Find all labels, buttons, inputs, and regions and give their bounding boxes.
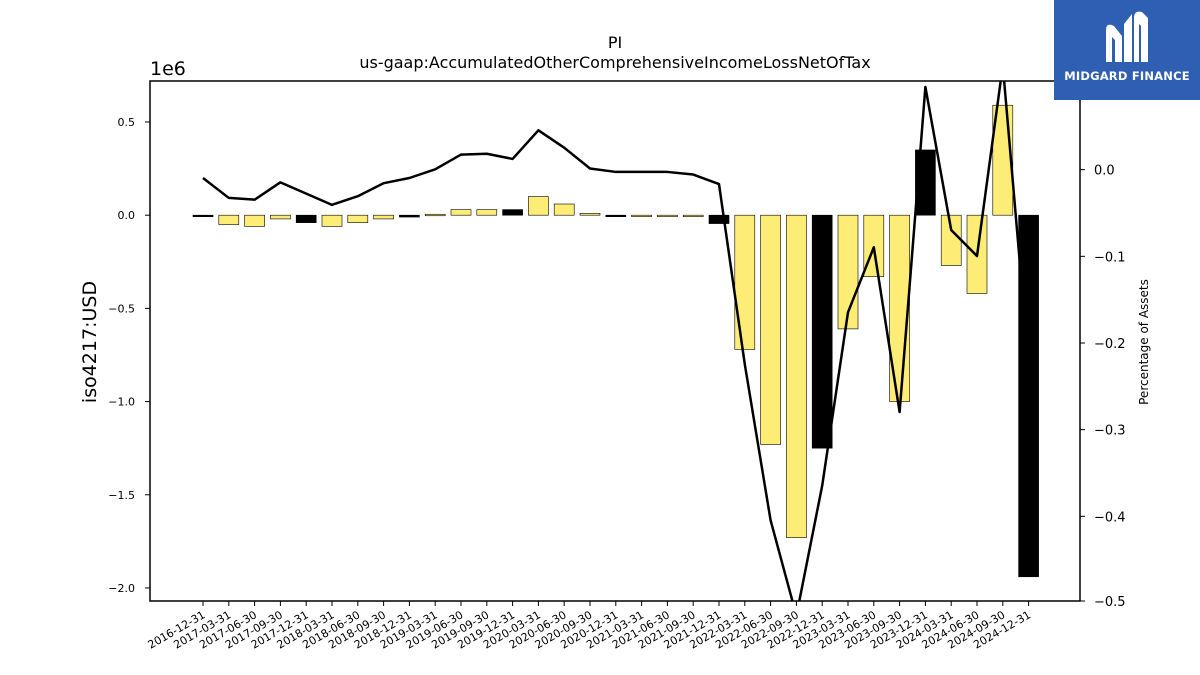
- bar: [553, 203, 575, 216]
- x-axis: 2016-12-312017-03-312017-06-302017-09-30…: [146, 601, 1033, 652]
- y2-axis: 0.10.0−0.1−0.2−0.3−0.4−0.5: [1080, 77, 1126, 610]
- midgard-finance-logo: MIDGARD FINANCE: [1054, 0, 1200, 100]
- bar: [218, 214, 240, 225]
- y2-tick-label: −0.2: [1094, 337, 1126, 352]
- bar: [631, 214, 652, 217]
- bar: [579, 213, 601, 216]
- plot-frame: [149, 80, 1081, 602]
- bar: [373, 214, 394, 220]
- bar: [321, 214, 343, 227]
- bar: [399, 214, 420, 218]
- y-tick-label: 0.0: [118, 209, 136, 222]
- y-axis: 0.5 0.0 −0.5 −1.0 −1.5 −2.0: [108, 116, 150, 595]
- y2-tick-label: 0.0: [1094, 164, 1115, 179]
- y-tick-label: −0.5: [108, 302, 135, 315]
- y2-axis-label: Percentage of Assets: [1137, 279, 1151, 405]
- bar: [940, 214, 962, 266]
- percentage-line-series: [202, 81, 1030, 601]
- bar: [605, 214, 627, 217]
- bar: [657, 214, 678, 217]
- y-tick-label: −1.0: [108, 396, 135, 409]
- logo-text: MIDGARD FINANCE: [1064, 69, 1190, 83]
- y2-tick-label: −0.4: [1094, 510, 1126, 525]
- bar-series: [192, 104, 1039, 578]
- midgard-m-logo-icon: [1106, 11, 1148, 63]
- bar: [295, 214, 317, 223]
- bar: [682, 214, 704, 217]
- y-tick-label: −2.0: [108, 582, 135, 595]
- y-tick-label: −1.5: [108, 489, 135, 502]
- y-tick-label: 0.5: [118, 116, 136, 129]
- y-offset-label: 1e6: [150, 58, 186, 80]
- bar: [915, 149, 936, 216]
- y2-tick-label: −0.1: [1094, 250, 1126, 265]
- bar: [244, 214, 265, 227]
- bar: [502, 209, 523, 216]
- bar: [708, 214, 730, 224]
- bar: [270, 214, 291, 220]
- bar: [476, 209, 498, 216]
- bar: [450, 209, 472, 216]
- y2-tick-label: −0.3: [1094, 424, 1126, 439]
- bar: [424, 213, 446, 217]
- y-axis-label: iso4217:USD: [79, 281, 101, 403]
- bar: [760, 214, 781, 445]
- chart-title: PI: [608, 33, 622, 52]
- percentage-line: [202, 81, 1030, 601]
- bar: [811, 214, 833, 449]
- bar: [347, 214, 369, 223]
- bar: [786, 214, 807, 538]
- bar: [734, 214, 756, 350]
- bar: [192, 214, 214, 217]
- bar: [528, 196, 549, 216]
- chart-subtitle: us-gaap:AccumulatedOtherComprehensiveInc…: [359, 53, 870, 72]
- y2-tick-label: −0.5: [1094, 595, 1126, 610]
